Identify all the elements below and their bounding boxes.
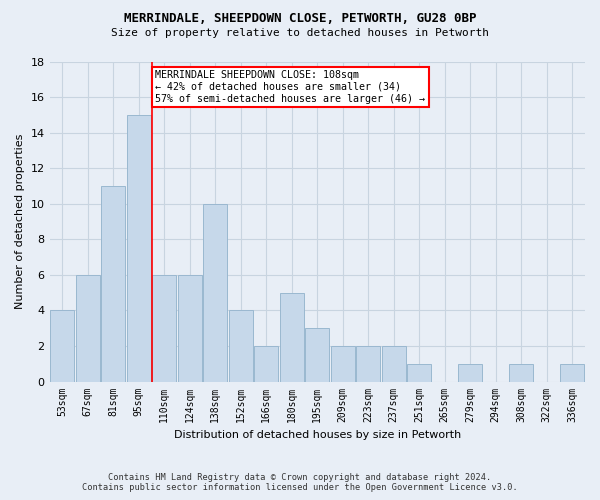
Bar [407, 364, 431, 382]
X-axis label: Distribution of detached houses by size in Petworth: Distribution of detached houses by size … [173, 430, 461, 440]
Bar [560, 364, 584, 382]
Bar [152, 275, 176, 382]
Bar [76, 275, 100, 382]
Bar [280, 292, 304, 382]
Bar [458, 364, 482, 382]
Bar [178, 275, 202, 382]
Y-axis label: Number of detached properties: Number of detached properties [15, 134, 25, 309]
Bar [203, 204, 227, 382]
Text: Contains HM Land Registry data © Crown copyright and database right 2024.
Contai: Contains HM Land Registry data © Crown c… [82, 473, 518, 492]
Bar [509, 364, 533, 382]
Text: Size of property relative to detached houses in Petworth: Size of property relative to detached ho… [111, 28, 489, 38]
Bar [101, 186, 125, 382]
Text: MERRINDALE SHEEPDOWN CLOSE: 108sqm
← 42% of detached houses are smaller (34)
57%: MERRINDALE SHEEPDOWN CLOSE: 108sqm ← 42%… [155, 70, 425, 104]
Bar [254, 346, 278, 382]
Bar [382, 346, 406, 382]
Bar [229, 310, 253, 382]
Text: MERRINDALE, SHEEPDOWN CLOSE, PETWORTH, GU28 0BP: MERRINDALE, SHEEPDOWN CLOSE, PETWORTH, G… [124, 12, 476, 26]
Bar [331, 346, 355, 382]
Bar [127, 115, 151, 382]
Bar [305, 328, 329, 382]
Bar [356, 346, 380, 382]
Bar [50, 310, 74, 382]
